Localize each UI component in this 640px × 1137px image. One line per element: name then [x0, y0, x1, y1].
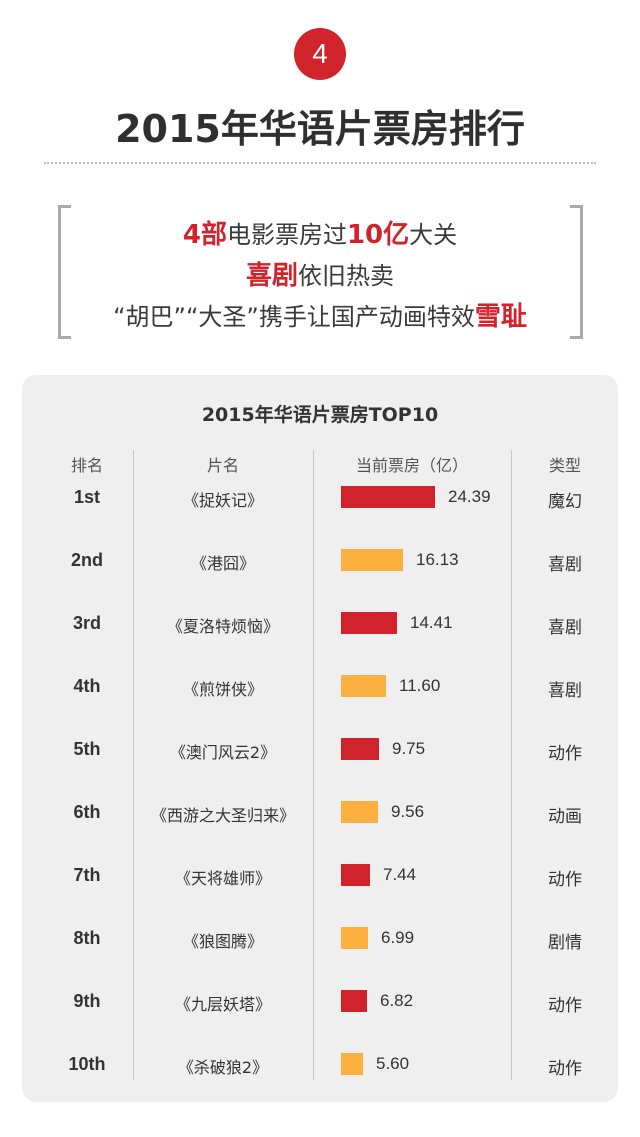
- summary-line-1: 4部电影票房过10亿大关: [0, 214, 640, 251]
- right-bracket: [570, 205, 583, 339]
- film-title: 《天将雄师》: [174, 869, 271, 888]
- dotted-divider: [44, 162, 596, 164]
- box-office-bar: [341, 675, 386, 697]
- rank-label: 10th: [68, 1054, 106, 1074]
- film-title: 《港囧》: [190, 554, 255, 573]
- page-title: 2015年华语片票房排行: [115, 107, 525, 151]
- header-genre: 类型: [548, 456, 581, 475]
- film-title: 《煎饼侠》: [182, 680, 263, 699]
- box-office-value: 14.41: [410, 613, 453, 632]
- summary-highlight: 10亿: [346, 220, 410, 250]
- film-title: 《西游之大圣归来》: [150, 806, 295, 825]
- genre-label: 魔幻: [548, 492, 582, 512]
- box-office-bar: [341, 738, 379, 760]
- box-office-value: 24.39: [448, 487, 491, 506]
- genre-label: 动作: [548, 744, 582, 764]
- box-office-bar: [341, 864, 370, 886]
- box-office-value: 9.75: [392, 739, 426, 758]
- rank-label: 8th: [73, 928, 101, 948]
- summary-text: 大关: [409, 221, 458, 249]
- box-office-bar: [341, 486, 435, 508]
- summary-highlight: 雪耻: [474, 302, 527, 332]
- rank-label: 7th: [73, 865, 101, 885]
- summary-text: 依旧热卖: [298, 262, 394, 290]
- genre-label: 喜剧: [548, 681, 582, 701]
- summary-text: “胡巴”“大圣”携手让国产动画特效: [113, 303, 475, 331]
- film-title: 《九层妖塔》: [174, 995, 271, 1014]
- rank-label: 4th: [73, 676, 101, 696]
- genre-label: 动作: [548, 1059, 582, 1079]
- film-title: 《捉妖记》: [182, 491, 263, 510]
- rank-label: 3rd: [72, 613, 101, 633]
- box-office-bar: [341, 1053, 363, 1075]
- genre-label: 动作: [548, 870, 582, 890]
- film-title: 《狼图腾》: [182, 932, 263, 951]
- box-office-value: 5.60: [376, 1054, 410, 1073]
- column-divider: [133, 450, 134, 1080]
- left-bracket: [58, 205, 71, 339]
- rank-label: 9th: [73, 991, 101, 1011]
- genre-label: 喜剧: [548, 555, 582, 575]
- genre-label: 动画: [548, 807, 582, 827]
- box-office-value: 9.56: [391, 802, 425, 821]
- box-office-value: 11.60: [399, 676, 441, 695]
- genre-label: 喜剧: [548, 618, 582, 638]
- rank-label: 6th: [73, 802, 101, 822]
- column-divider: [313, 450, 314, 1080]
- box-office-bar: [341, 927, 368, 949]
- box-office-bar: [341, 990, 367, 1012]
- summary-line-3: “胡巴”“大圣”携手让国产动画特效雪耻: [0, 296, 640, 333]
- rank-label: 1st: [73, 487, 100, 507]
- genre-label: 剧情: [548, 933, 582, 953]
- chart-panel: [22, 375, 618, 1102]
- film-title: 《杀破狼2》: [177, 1058, 269, 1077]
- film-title: 《澳门风云2》: [169, 743, 277, 762]
- genre-label: 动作: [548, 996, 582, 1016]
- box-office-value: 6.82: [380, 991, 414, 1010]
- rank-label: 5th: [73, 739, 101, 759]
- chart-title: 2015年华语片票房TOP10: [201, 404, 439, 426]
- summary-highlight: 喜剧: [245, 261, 298, 291]
- box-office-bar: [341, 549, 403, 571]
- header-rank: 排名: [70, 456, 103, 475]
- box-office-bar: [341, 801, 378, 823]
- section-number-badge: 4: [294, 28, 346, 80]
- header-film: 片名: [206, 456, 239, 475]
- box-office-value: 6.99: [381, 928, 415, 947]
- summary-text: 电影票房过: [226, 221, 347, 249]
- rank-label: 2nd: [70, 550, 103, 570]
- column-divider: [511, 450, 512, 1080]
- box-office-value: 16.13: [416, 550, 459, 569]
- summary-line-2: 喜剧依旧热卖: [0, 255, 640, 292]
- box-office-value: 7.44: [383, 865, 417, 884]
- box-office-bar: [341, 612, 397, 634]
- film-title: 《夏洛特烦恼》: [166, 617, 279, 636]
- summary-highlight: 4部: [182, 220, 227, 250]
- header-box-office: 当前票房（亿）: [355, 456, 468, 475]
